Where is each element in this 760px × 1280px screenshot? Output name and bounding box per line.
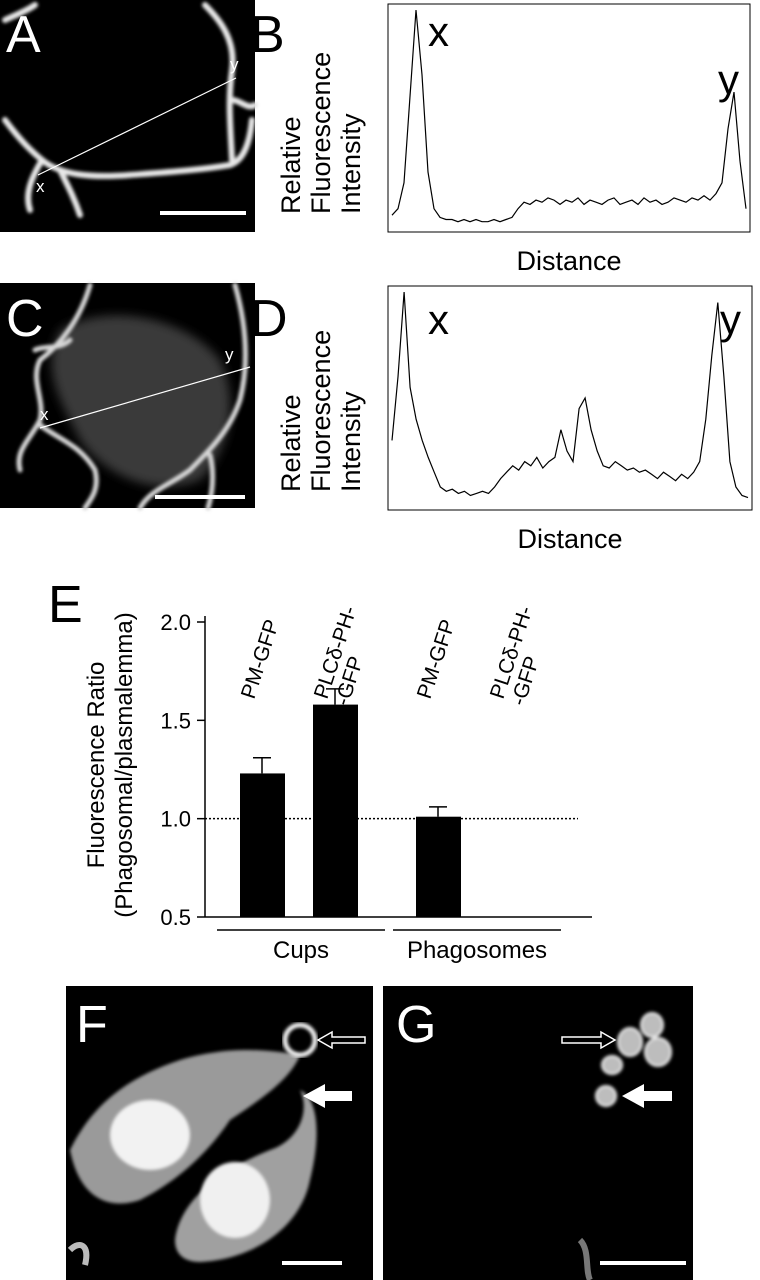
point-label: x	[40, 405, 49, 424]
panel-letter: D	[250, 290, 288, 348]
panel-letter: C	[6, 290, 44, 348]
y-tick-label: 0.5	[160, 905, 191, 930]
peak-label: y	[720, 296, 741, 343]
y-tick-label: 1.5	[160, 708, 191, 733]
y-axis-label: Relative	[276, 394, 306, 492]
panel-letter: A	[6, 6, 41, 64]
x-axis-label: Distance	[516, 246, 621, 276]
y-axis-label: Intensity	[336, 391, 366, 492]
category-label: PM-GFP	[237, 617, 284, 702]
y-axis-label: (Phagosomal/plasmalemma)	[111, 612, 138, 917]
peak-label: y	[718, 56, 739, 103]
y-tick-label: 1.0	[160, 807, 191, 832]
peak-label: x	[428, 296, 449, 343]
micrograph-g: G	[383, 986, 693, 1280]
category-label: PLCδ-PH--GFP	[486, 603, 558, 708]
x-axis-label: Distance	[517, 524, 622, 554]
y-axis-label: Relative	[276, 116, 306, 214]
plot-frame	[387, 285, 753, 511]
error-bar	[253, 756, 271, 774]
peak-label: x	[428, 8, 449, 55]
micrograph-c: C x y	[0, 282, 255, 511]
plot-frame	[387, 3, 751, 233]
y-axis-label: Intensity	[336, 113, 366, 214]
point-label: x	[36, 177, 45, 196]
y-axis-label: Fluorescence Ratio	[83, 662, 110, 869]
panel-letter: B	[250, 6, 285, 64]
category-label: PLCδ-PH--GFP	[310, 603, 382, 708]
y-tick-label: 2.0	[160, 610, 191, 635]
panel-letter: F	[76, 996, 108, 1054]
panel-letter: G	[396, 996, 436, 1054]
micrograph-f: F	[66, 986, 373, 1280]
y-axis-label: Fluorescence	[306, 330, 336, 492]
point-label: y	[225, 345, 234, 364]
profile-line	[391, 9, 747, 223]
point-label: y	[230, 55, 239, 74]
y-axis-label: Fluorescence	[306, 52, 336, 214]
category-label: PM-GFP	[413, 617, 460, 702]
error-bar	[429, 806, 447, 817]
bar	[416, 816, 461, 917]
group-label: Cups	[273, 937, 329, 964]
micrograph-a: A x y	[0, 0, 258, 232]
error-bar	[326, 688, 344, 705]
bar	[313, 704, 358, 917]
panel-letter: E	[48, 576, 83, 634]
bar	[240, 773, 285, 917]
profile-line	[391, 291, 749, 499]
group-label: Phagosomes	[407, 937, 547, 964]
